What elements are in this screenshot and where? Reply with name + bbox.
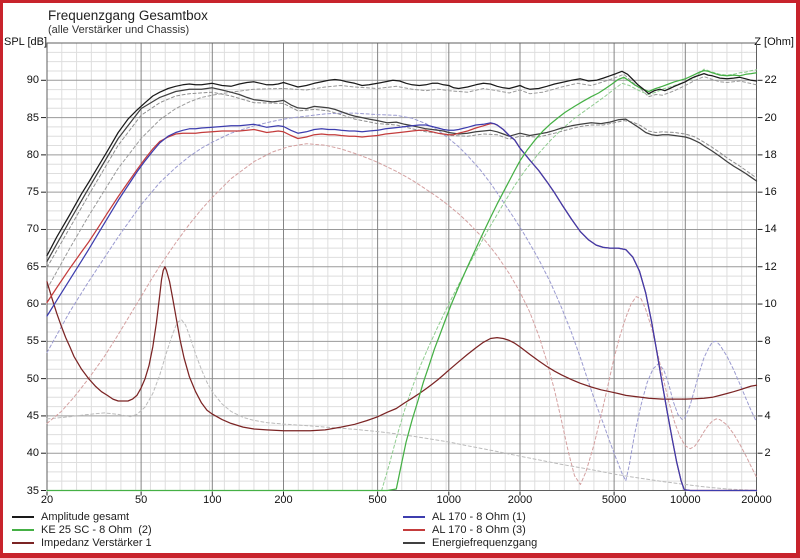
y-left-tick-90: 90 <box>26 74 39 87</box>
x-tick-1000: 1000 <box>436 493 462 506</box>
series-impedanz-dashed <box>46 319 757 491</box>
y-right-tick-4: 4 <box>764 409 771 422</box>
series-amplitude-gesamt <box>46 70 758 257</box>
legend-line-swatch <box>403 529 425 531</box>
y-left-tick-45: 45 <box>26 409 39 422</box>
y-right-tick-18: 18 <box>764 148 777 161</box>
legend-line-swatch <box>12 516 34 518</box>
y-left-tick-35: 35 <box>26 484 39 497</box>
x-tick-50: 50 <box>134 493 148 506</box>
series-energiefrequenzgang <box>46 87 758 263</box>
y-left-tick-50: 50 <box>26 372 39 385</box>
legend-line-swatch <box>403 516 425 518</box>
y-right-tick-16: 16 <box>764 186 777 199</box>
y-right-tick-8: 8 <box>764 335 771 348</box>
legend-label: AL 170 - 8 Ohm (3) <box>432 524 526 536</box>
y-left-tick-40: 40 <box>26 447 39 460</box>
x-tick-20: 20 <box>40 493 54 506</box>
x-tick-200: 200 <box>274 493 293 506</box>
right-axis-caption: Z [Ohm] <box>754 36 794 48</box>
x-tick-100: 100 <box>203 493 222 506</box>
y-left-tick-70: 70 <box>26 223 39 236</box>
x-tick-20000: 20000 <box>741 493 772 506</box>
y-right-tick-12: 12 <box>764 260 777 273</box>
chart-title: Frequenzgang Gesamtbox <box>48 8 208 23</box>
y-right-tick-14: 14 <box>764 223 777 236</box>
series-ke25sc <box>46 69 758 492</box>
series-amplitude-dashed <box>46 73 757 290</box>
legend-line-swatch <box>12 542 34 544</box>
left-axis-caption: SPL [dB] <box>4 36 48 48</box>
x-tick-5000: 5000 <box>601 493 627 506</box>
y-right-tick-20: 20 <box>764 111 777 124</box>
legend-label: Impedanz Verstärker 1 <box>41 537 152 549</box>
x-tick-2000: 2000 <box>507 493 533 506</box>
series-ke25sc-dashed <box>381 68 757 491</box>
x-tick-10000: 10000 <box>670 493 701 506</box>
y-right-tick-2: 2 <box>764 447 771 460</box>
legend-label: AL 170 - 8 Ohm (1) <box>432 511 526 523</box>
y-left-tick-60: 60 <box>26 298 39 311</box>
legend-label: Amplitude gesamt <box>41 511 130 523</box>
series-al170-1-dashed <box>46 112 757 482</box>
legend-line-swatch <box>12 529 34 531</box>
legend-label: Energiefrequenzgang <box>432 537 538 549</box>
legend-label: KE 25 SC - 8 Ohm (2) <box>41 524 152 536</box>
series-al170-3-dashed <box>46 143 757 485</box>
y-left-tick-85: 85 <box>26 111 39 124</box>
chart-subtitle: (alle Verstärker und Chassis) <box>48 24 190 36</box>
y-right-tick-22: 22 <box>764 74 777 87</box>
y-right-tick-10: 10 <box>764 298 777 311</box>
series-impedanz-verstaerker-1 <box>46 266 758 432</box>
series-al170-1 <box>46 122 758 492</box>
legend-line-swatch <box>403 542 425 544</box>
y-left-tick-75: 75 <box>26 186 39 199</box>
y-right-tick-6: 6 <box>764 372 771 385</box>
y-left-tick-80: 80 <box>26 148 39 161</box>
y-left-tick-55: 55 <box>26 335 39 348</box>
series-energie-dashed <box>46 91 757 268</box>
x-tick-500: 500 <box>368 493 387 506</box>
y-left-tick-65: 65 <box>26 260 39 273</box>
